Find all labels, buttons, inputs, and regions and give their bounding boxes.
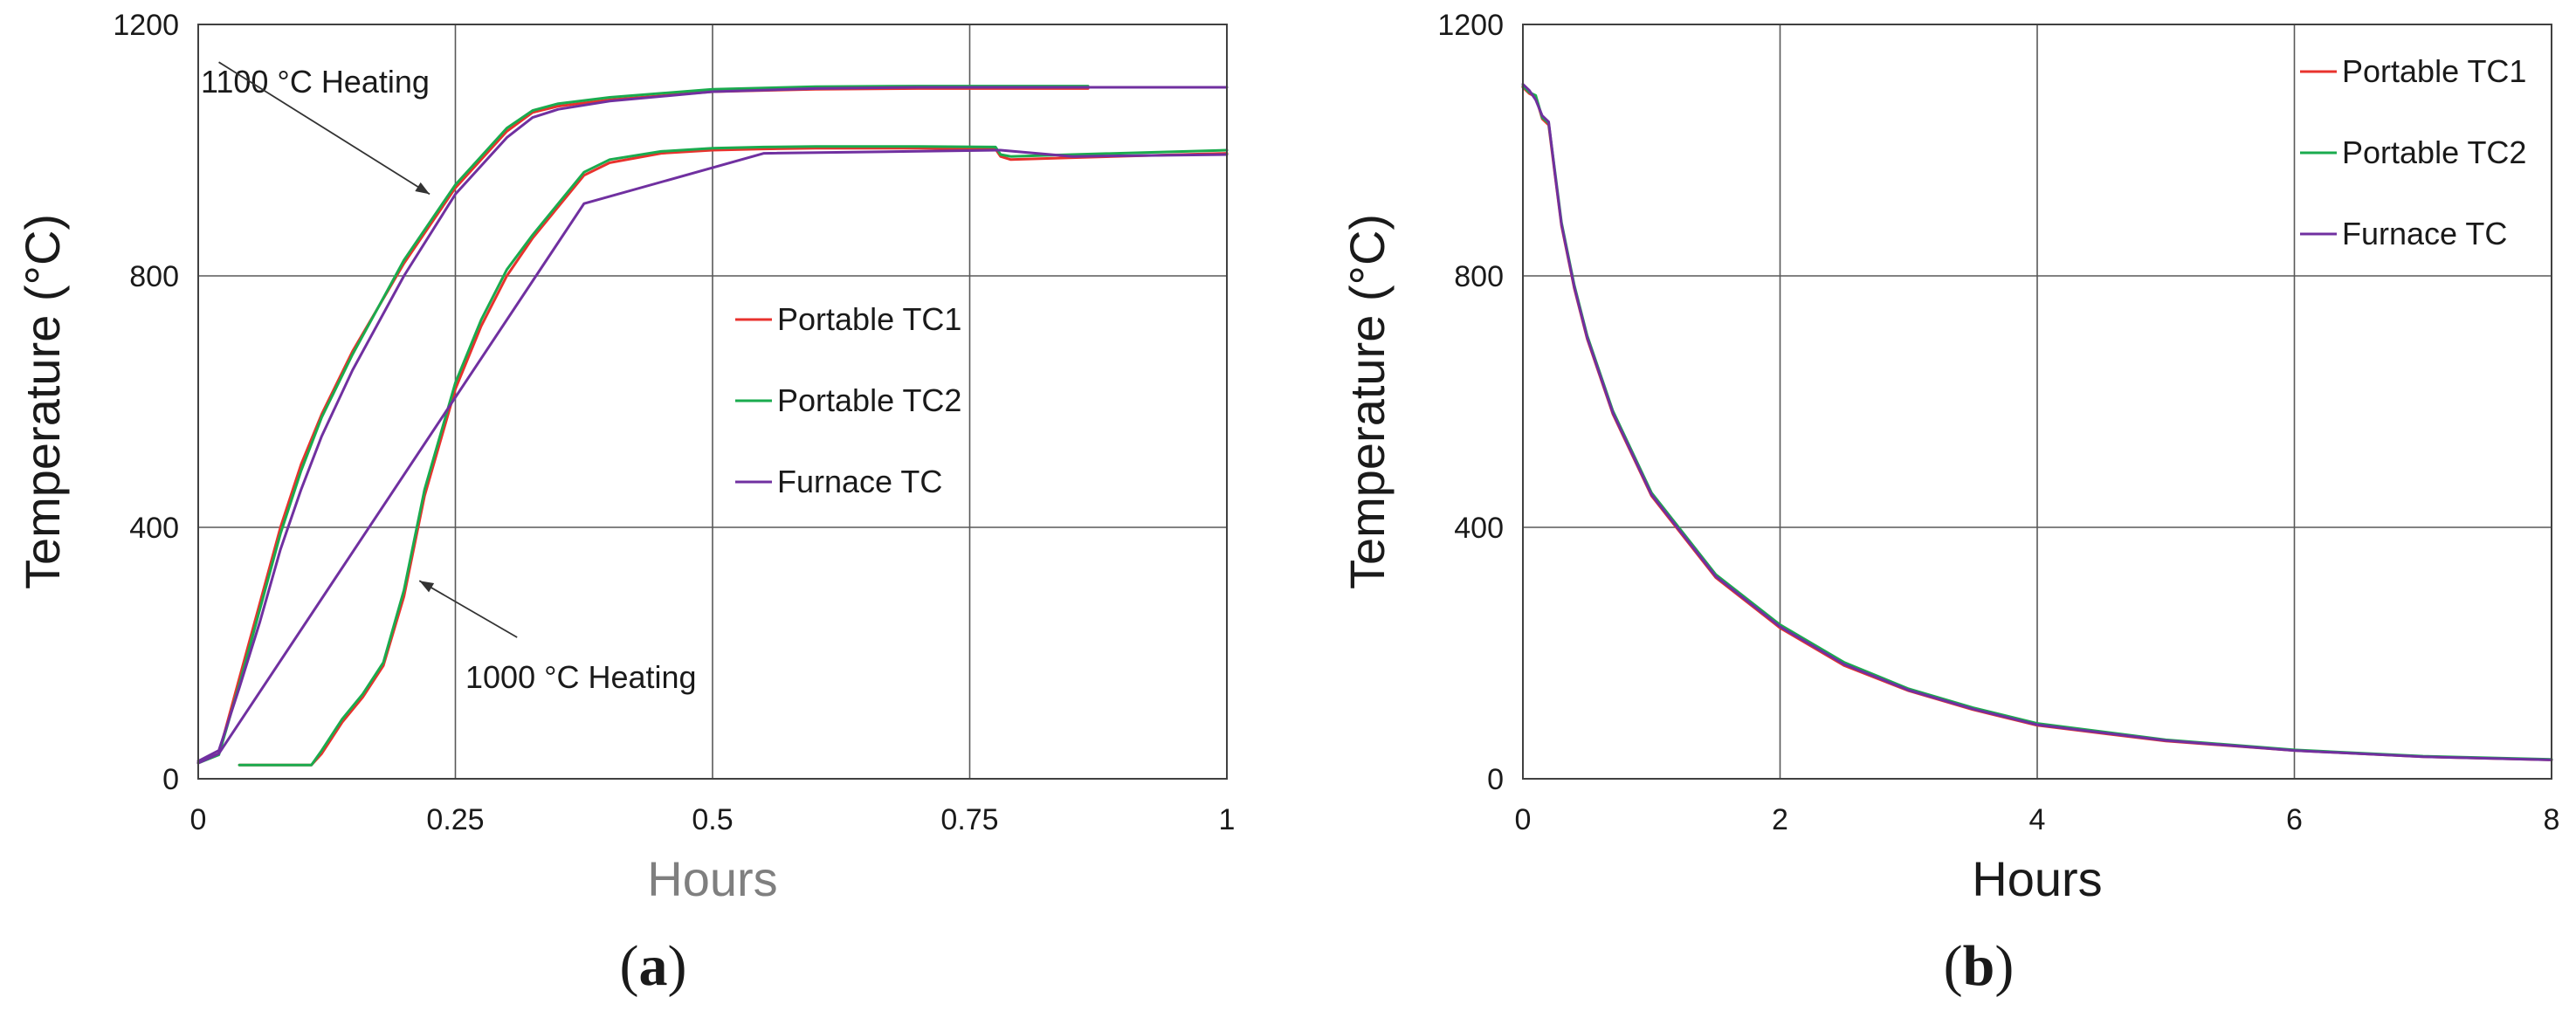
y-tick-label-0-b: 0 bbox=[1487, 763, 1504, 796]
x-tick-labels-b: 0 2 4 6 8 bbox=[1515, 803, 2560, 836]
x-tick-label-2-b: 2 bbox=[1772, 803, 1788, 836]
plot-frame-b bbox=[1522, 24, 2552, 780]
y-axis-title-a: Temperature (°C) bbox=[15, 214, 70, 589]
annotation-arrows-a bbox=[218, 61, 518, 638]
y-tick-label-400-b: 400 bbox=[1454, 512, 1504, 545]
annotation-1100-heating: 1100 °C Heating bbox=[201, 64, 430, 100]
x-tick-label-0-b: 0 bbox=[1515, 803, 1532, 836]
x-tick-label-1-a: 1 bbox=[1219, 803, 1236, 836]
legend-label-portable-tc1-a: Portable TC1 bbox=[777, 301, 961, 337]
series-line-portable-tc1-1-a bbox=[238, 147, 1229, 767]
x-axis-title-b: Hours bbox=[1972, 851, 2102, 906]
annotation-arrow-shaft-1 bbox=[418, 580, 518, 638]
legend-b: Portable TC1 Portable TC2 Furnace TC bbox=[2300, 53, 2526, 251]
y-tick-labels-a: 0 400 800 1200 bbox=[113, 9, 179, 796]
panel-label-a: (a) bbox=[620, 934, 687, 998]
y-tick-label-800-a: 800 bbox=[129, 260, 179, 293]
series-group-b bbox=[1521, 82, 2553, 761]
series-line-portable-tc2-3-a bbox=[238, 145, 1229, 767]
plot-frame-a bbox=[197, 24, 1228, 780]
annotation-arrow-head-1 bbox=[419, 581, 435, 593]
annotation-arrow-head-0 bbox=[415, 182, 430, 195]
y-tick-label-0-a: 0 bbox=[162, 763, 179, 796]
x-tick-label-0-a: 0 bbox=[190, 803, 207, 836]
panel-label-b: (b) bbox=[1944, 934, 2015, 998]
annotations-a: 1100 °C Heating 1000 °C Heating bbox=[201, 61, 697, 695]
y-tick-label-800-b: 800 bbox=[1454, 260, 1504, 293]
legend-label-portable-tc2-a: Portable TC2 bbox=[777, 382, 961, 418]
x-tick-labels-a: 0 0.25 0.5 0.75 1 bbox=[190, 803, 1236, 836]
legend-label-furnace-tc-b: Furnace TC bbox=[2342, 216, 2507, 251]
annotation-1000-heating: 1000 °C Heating bbox=[465, 659, 697, 695]
legend-label-portable-tc2-b: Portable TC2 bbox=[2342, 134, 2526, 170]
y-tick-labels-b: 0 400 800 1200 bbox=[1437, 9, 1504, 796]
series-line-furnace-tc-5-a bbox=[196, 148, 1229, 765]
series-line-furnace-tc-2-b bbox=[1521, 82, 2553, 761]
chart-panel-a: 0 400 800 1200 0 0.25 0.5 0.75 1 Temperature (°… bbox=[15, 9, 1235, 998]
x-tick-label-4-b: 4 bbox=[2029, 803, 2046, 836]
series-line-furnace-tc-4-a bbox=[196, 86, 1229, 763]
legend-a: Portable TC1 Portable TC2 Furnace TC bbox=[735, 301, 961, 499]
y-tick-label-1200-b: 1200 bbox=[1437, 9, 1504, 42]
x-tick-label-8-b: 8 bbox=[2544, 803, 2560, 836]
series-line-portable-tc2-2-a bbox=[196, 85, 1090, 765]
chart-panel-b: 0 400 800 1200 0 2 4 6 8 Temperature (°C) Hours… bbox=[1340, 9, 2559, 998]
y-tick-label-1200-a: 1200 bbox=[113, 9, 179, 42]
x-tick-label-0-25-a: 0.25 bbox=[426, 803, 484, 836]
legend-label-portable-tc1-b: Portable TC1 bbox=[2342, 53, 2526, 89]
x-tick-label-0-5-a: 0.5 bbox=[692, 803, 733, 836]
x-tick-label-0-75-a: 0.75 bbox=[940, 803, 998, 836]
x-tick-label-6-b: 6 bbox=[2286, 803, 2303, 836]
grid-lines-a bbox=[197, 24, 1228, 780]
legend-label-furnace-tc-a: Furnace TC bbox=[777, 464, 942, 499]
y-axis-title-b: Temperature (°C) bbox=[1340, 214, 1395, 589]
annotation-arrow-shaft-0 bbox=[218, 61, 430, 196]
x-axis-title-a: Hours bbox=[647, 851, 777, 906]
series-group-a bbox=[196, 85, 1229, 767]
y-tick-label-400-a: 400 bbox=[129, 512, 179, 545]
